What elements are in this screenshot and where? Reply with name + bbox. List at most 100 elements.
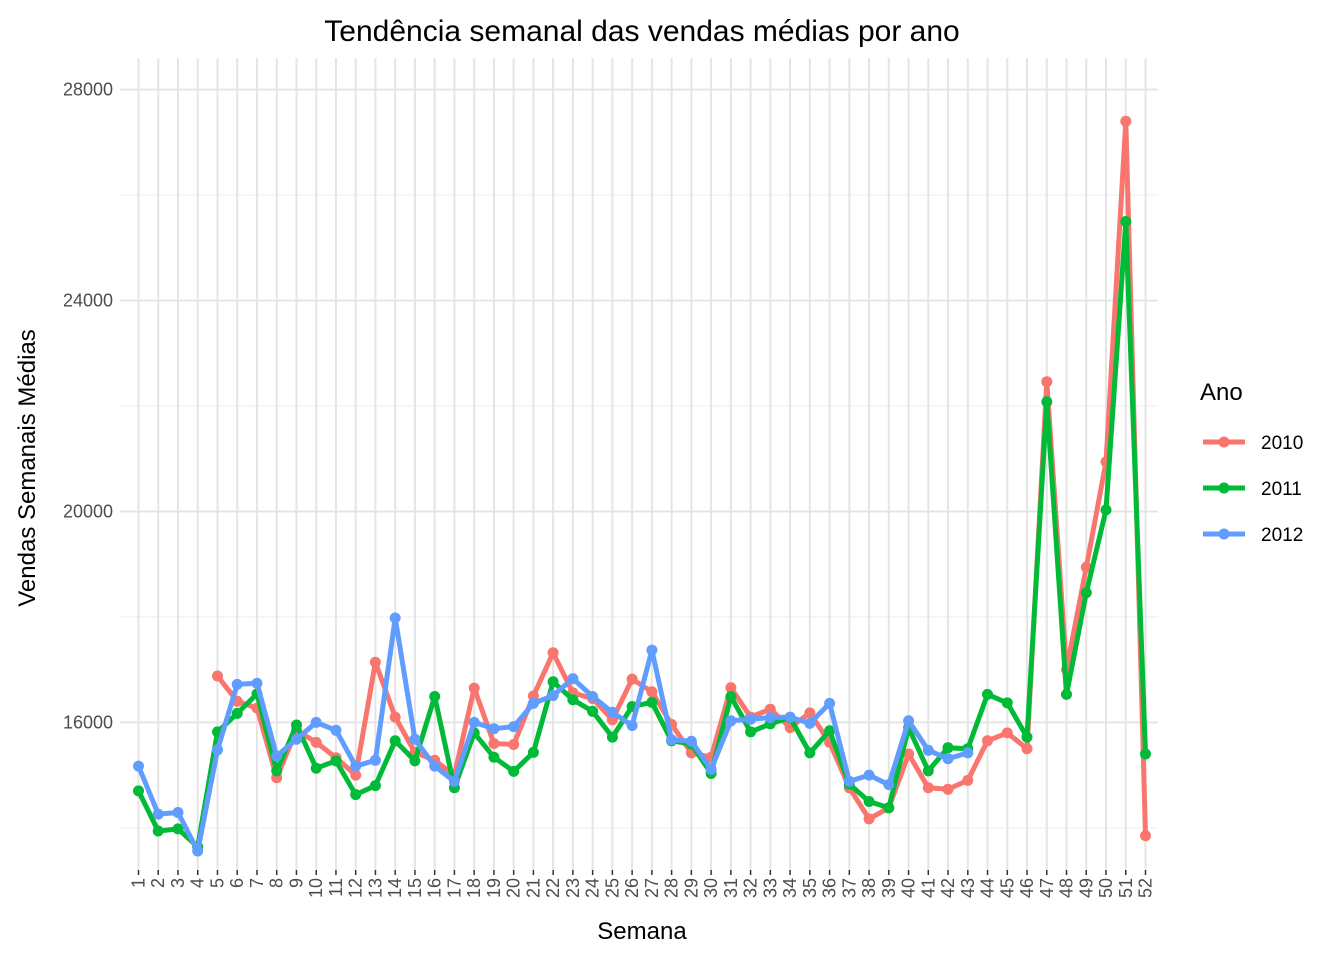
data-point-2012	[863, 769, 875, 781]
data-point-2012	[251, 677, 263, 689]
data-point-2012	[666, 734, 678, 746]
x-tick-label: 31	[721, 878, 741, 898]
data-point-2012	[705, 763, 717, 775]
data-point-2012	[685, 735, 697, 747]
x-tick-label: 12	[346, 878, 366, 898]
data-point-2010	[962, 774, 974, 786]
x-tick-label: 6	[227, 878, 247, 888]
chart-title: Tendência semanal das vendas médias por …	[324, 15, 959, 48]
x-tick-label: 48	[1057, 878, 1077, 898]
x-tick-label: 7	[247, 878, 267, 888]
data-point-2012	[962, 747, 974, 759]
x-tick-label: 39	[879, 878, 899, 898]
data-point-2010	[1140, 830, 1151, 842]
data-point-2011	[172, 823, 184, 835]
data-point-2011	[567, 694, 579, 706]
data-point-2011	[942, 742, 954, 754]
data-point-2012	[745, 713, 757, 725]
series-2010	[212, 115, 1151, 842]
x-tick-label: 26	[622, 878, 642, 898]
x-tick-label: 30	[701, 878, 721, 898]
x-tick-label: 44	[978, 878, 998, 898]
data-point-2012	[152, 808, 164, 820]
data-point-2010	[804, 707, 816, 719]
x-tick-label: 29	[681, 878, 701, 898]
x-tick-label: 47	[1037, 878, 1057, 898]
legend-key-point	[1218, 436, 1230, 448]
data-point-2011	[725, 691, 737, 702]
data-point-2011	[409, 755, 421, 767]
data-point-2010	[922, 782, 934, 794]
data-point-2011	[330, 755, 342, 767]
legend-key-point	[1218, 482, 1230, 494]
data-point-2012	[488, 723, 500, 735]
data-point-2010	[1021, 743, 1033, 755]
data-point-2012	[231, 678, 243, 690]
data-point-2011	[824, 725, 836, 737]
x-tick-label: 14	[385, 878, 405, 898]
data-point-2012	[271, 750, 283, 762]
data-point-2010	[389, 711, 401, 723]
data-point-2012	[350, 760, 362, 772]
x-tick-label: 51	[1116, 878, 1136, 898]
y-axis: 16000 20000 24000 28000	[63, 80, 113, 733]
data-point-2010	[212, 670, 223, 682]
data-point-2010	[310, 736, 322, 748]
data-point-2011	[389, 735, 401, 747]
x-tick-label: 34	[780, 878, 800, 898]
data-point-2012	[883, 779, 895, 791]
data-point-2011	[152, 825, 164, 837]
data-point-2011	[646, 696, 658, 708]
data-point-2012	[369, 754, 381, 766]
x-tick-label: 43	[958, 878, 978, 898]
data-point-2010	[547, 647, 559, 659]
data-point-2011	[488, 751, 500, 763]
data-point-2011	[369, 780, 381, 792]
data-point-2011	[1120, 216, 1132, 227]
data-point-2011	[1061, 688, 1072, 700]
legend-key-point	[1218, 528, 1230, 540]
data-point-2012	[606, 706, 618, 718]
data-point-2011	[745, 726, 757, 738]
data-point-2011	[231, 707, 243, 719]
data-point-2012	[784, 711, 796, 723]
x-tick-label: 41	[918, 878, 938, 898]
data-point-2011	[1041, 396, 1053, 408]
data-point-2012	[567, 673, 579, 685]
x-tick-label: 28	[662, 878, 682, 898]
data-point-2012	[942, 753, 954, 765]
x-tick-label: 45	[997, 878, 1017, 898]
y-tick-label: 20000	[63, 501, 113, 521]
x-tick-label: 13	[365, 878, 385, 898]
data-point-2011	[429, 691, 441, 702]
data-point-2010	[626, 673, 638, 685]
data-point-2010	[508, 739, 520, 750]
x-tick-label: 22	[543, 878, 563, 898]
x-tick-label: 4	[188, 878, 208, 888]
series-2012	[133, 612, 974, 857]
data-point-2012	[824, 697, 836, 709]
data-point-2010	[1041, 376, 1053, 388]
data-point-2012	[587, 691, 599, 702]
x-tick-label: 52	[1136, 878, 1156, 898]
data-point-2011	[982, 688, 993, 700]
data-point-2012	[310, 716, 322, 728]
minor-grid	[120, 194, 1158, 829]
x-tick-label: 33	[760, 878, 780, 898]
data-point-2012	[903, 715, 915, 727]
series-layer	[133, 115, 1151, 857]
data-point-2011	[1100, 504, 1112, 516]
data-point-2012	[725, 715, 737, 727]
data-point-2011	[271, 765, 283, 777]
data-point-2011	[863, 796, 875, 807]
data-point-2012	[626, 720, 638, 731]
data-point-2012	[764, 712, 776, 724]
data-point-2010	[646, 686, 658, 698]
data-point-2010	[764, 703, 776, 715]
x-tick-label: 15	[405, 878, 425, 898]
data-point-2010	[1080, 561, 1092, 573]
x-tick-label: 50	[1096, 878, 1116, 898]
data-point-2010	[863, 813, 875, 825]
data-point-2010	[468, 682, 480, 694]
